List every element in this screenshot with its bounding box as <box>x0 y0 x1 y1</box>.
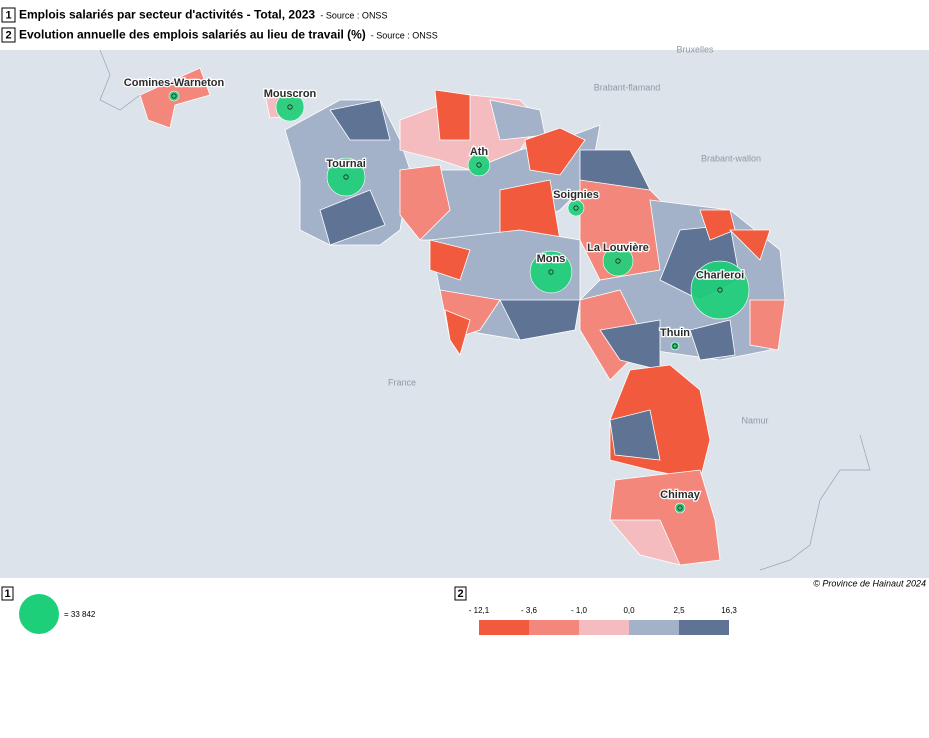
city-center <box>548 269 554 275</box>
legend-break: 0,0 <box>623 606 635 615</box>
legend-swatch <box>479 620 529 635</box>
layer-box <box>454 586 467 601</box>
city-center <box>476 162 482 168</box>
legend-break: - 1,0 <box>571 606 588 615</box>
legend-break: 2,5 <box>673 606 685 615</box>
neighbor-label: Brabant-wallon <box>701 153 761 163</box>
city-label: Chimay <box>660 489 701 501</box>
layer-box <box>1 586 14 601</box>
city-circle <box>467 153 491 177</box>
municipality <box>434 89 471 141</box>
legend-break: 16,3 <box>721 606 737 615</box>
municipality <box>499 299 581 341</box>
layer-number: 2 <box>457 588 463 600</box>
municipality <box>609 409 661 461</box>
layer-source: - Source : ONSS <box>371 30 438 40</box>
city-circle <box>602 245 634 277</box>
city-circle <box>690 260 750 320</box>
layer-box <box>1 27 16 43</box>
legend-break: - 12,1 <box>469 606 490 615</box>
city-label: Mons <box>537 253 566 265</box>
legend-swatch <box>679 620 729 635</box>
municipality <box>399 164 451 241</box>
neighbor-label: Bruxelles <box>676 44 714 54</box>
city-label: Thuin <box>660 327 690 339</box>
city-center <box>717 287 723 293</box>
municipality <box>524 127 586 176</box>
copyright: © Province de Hainaut 2024 <box>813 578 926 588</box>
city-label: Soignies <box>553 189 599 201</box>
layer-box <box>1 7 16 23</box>
legend-break: - 3,6 <box>521 606 538 615</box>
city-circle <box>670 341 680 351</box>
city-circle <box>529 250 573 294</box>
city-center <box>672 343 678 349</box>
city-center <box>287 104 293 110</box>
layer-number: 2 <box>5 29 11 41</box>
city-label: Ath <box>470 146 489 158</box>
municipality <box>749 299 786 351</box>
city-circle <box>567 199 585 217</box>
neighbor-labels: Bruxelles Brabant-flamand Brabant-wallon Fr… <box>388 44 769 425</box>
city-circle <box>275 92 305 122</box>
border <box>759 434 871 571</box>
city-center <box>615 258 621 264</box>
city-label: Charleroi <box>696 269 744 281</box>
header: 1 Emplois salariés par secteur d'activit… <box>1 7 438 43</box>
neighbor-label: Brabant-flamand <box>594 82 661 92</box>
city-center <box>171 93 177 99</box>
city-label: Tournai <box>326 158 366 170</box>
layer-title: Emplois salariés par secteur d'activités… <box>19 8 315 22</box>
municipality <box>319 189 386 246</box>
municipality <box>429 239 471 281</box>
municipality <box>729 229 771 261</box>
city-label: La Louvière <box>587 242 649 254</box>
neighbor-label: France <box>388 377 416 387</box>
city-circle <box>168 90 180 102</box>
city-circle <box>326 157 366 197</box>
legend: 1 = 33 842 2 - 12,1 - 3,6 - 1,0 0,0 2,5 16,3 <box>1 586 737 635</box>
city-label: Mouscron <box>264 88 317 100</box>
legend-swatch <box>529 620 579 635</box>
layer-number: 1 <box>5 9 11 21</box>
layer-title: Evolution annuelle des emplois salariés … <box>19 28 366 42</box>
city-label: Comines-Warneton <box>124 77 225 89</box>
cities: Comines-Warneton Mouscron Tournai Ath Soigni… <box>123 76 750 514</box>
city-center <box>343 174 349 180</box>
layer-source: - Source : ONSS <box>320 10 387 20</box>
legend-swatch <box>629 620 679 635</box>
city-center <box>677 505 683 511</box>
municipality <box>329 99 391 141</box>
city-circle <box>674 502 686 514</box>
neighbor-label: Namur <box>741 415 768 425</box>
layer-number: 1 <box>4 588 10 600</box>
city-center <box>573 205 579 211</box>
border <box>99 49 141 111</box>
municipality <box>689 319 736 361</box>
municipality <box>609 519 681 566</box>
legend-circle <box>19 594 59 634</box>
legend-circle-label: = 33 842 <box>64 610 96 619</box>
legend-swatch <box>579 620 629 635</box>
municipality <box>444 309 471 356</box>
